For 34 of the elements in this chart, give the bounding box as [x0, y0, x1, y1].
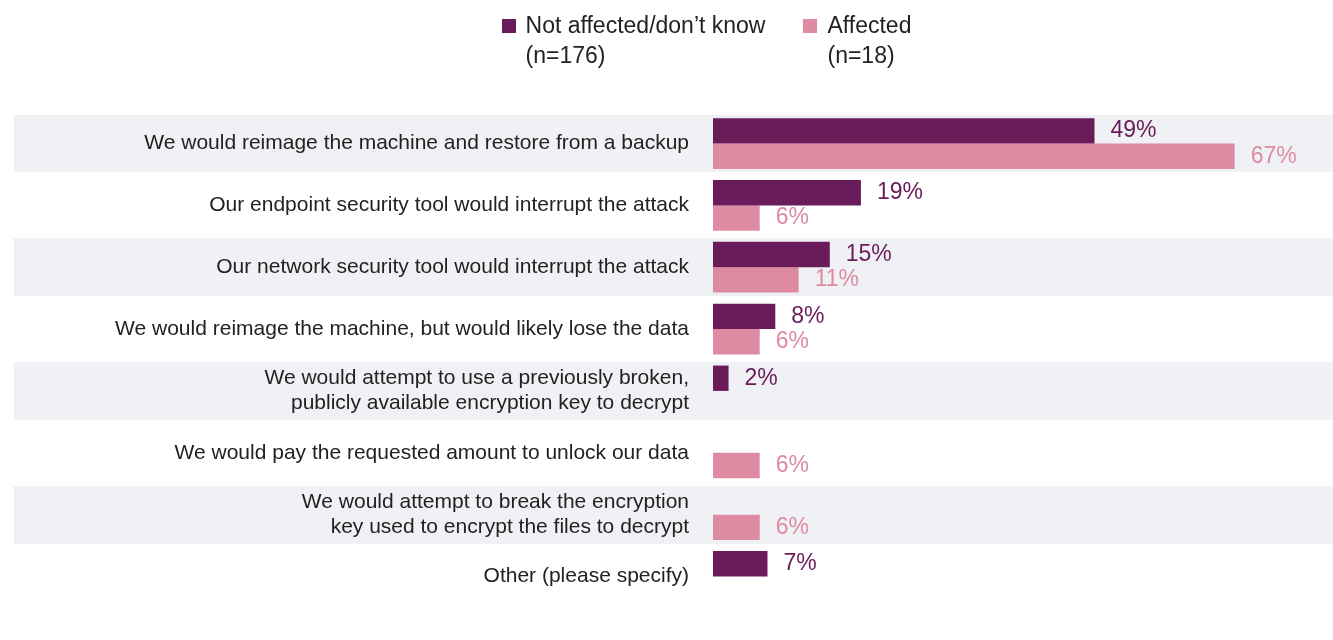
bar	[713, 205, 760, 231]
data-label: 6%	[775, 327, 809, 354]
bar	[713, 365, 729, 391]
legend-label: Not affected/don’t know (n=176)	[525, 11, 766, 70]
data-label: 8%	[791, 301, 825, 328]
bar	[713, 267, 799, 293]
data-label: 2%	[744, 363, 778, 390]
bar	[713, 452, 760, 479]
data-label: 6%	[775, 203, 809, 230]
y-tick-label: We would attempt to use a previously broken, publicly available encryption key to decrypt	[264, 365, 690, 414]
y-tick-label: We would attempt to break the encryption key used to encrypt the files to decrypt	[301, 488, 690, 538]
data-label: 19%	[876, 178, 923, 205]
data-label: 7%	[783, 549, 817, 576]
bar	[713, 241, 830, 268]
data-label: 11%	[814, 265, 859, 292]
bar	[713, 143, 1235, 169]
bar	[713, 180, 861, 206]
bar	[713, 303, 776, 330]
bar	[713, 514, 760, 540]
y-tick-label: Other (please specify)	[483, 563, 689, 587]
bar	[713, 329, 760, 355]
data-label: 6%	[775, 450, 809, 477]
y-tick-label: We would reimage the machine, but would likely lose the data	[115, 315, 690, 339]
legend-label: Affected (n=18)	[827, 11, 912, 70]
data-label: 67%	[1250, 141, 1297, 168]
y-tick-label: Our network security tool would interrupt the attack	[216, 254, 690, 278]
y-tick-label: Our endpoint security tool would interrupt the attack	[209, 192, 690, 216]
bar	[713, 118, 1095, 144]
data-label: 49%	[1110, 116, 1157, 143]
data-label: 15%	[845, 239, 892, 266]
y-tick-label: We would pay the requested amount to unlock our data	[174, 439, 690, 463]
bar	[713, 551, 768, 577]
y-tick-label: We would reimage the machine and restore from a backup	[144, 130, 689, 154]
data-label: 6%	[775, 512, 809, 539]
